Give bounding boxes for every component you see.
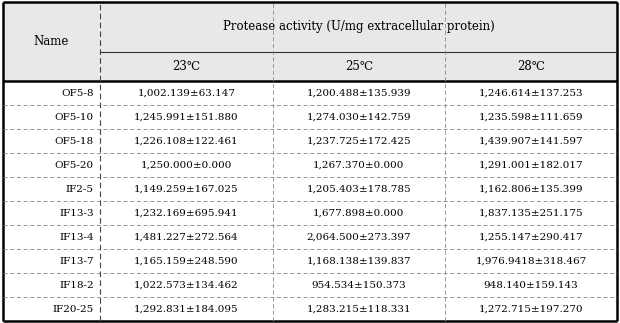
Text: 1,677.898±0.000: 1,677.898±0.000 [313,209,404,218]
Text: 1,237.725±172.425: 1,237.725±172.425 [306,137,411,146]
Text: 1,002.139±63.147: 1,002.139±63.147 [137,89,236,98]
Text: 1,246.614±137.253: 1,246.614±137.253 [479,89,583,98]
Text: 25℃: 25℃ [345,60,373,73]
Text: 23℃: 23℃ [172,60,200,73]
Text: 1,245.991±151.880: 1,245.991±151.880 [134,113,239,122]
Text: IF13-3: IF13-3 [60,209,94,218]
Text: 1,291.001±182.017: 1,291.001±182.017 [479,161,583,170]
Text: 1,205.403±178.785: 1,205.403±178.785 [306,185,411,194]
Text: 1,149.259±167.025: 1,149.259±167.025 [134,185,239,194]
Text: 1,165.159±248.590: 1,165.159±248.590 [134,257,239,266]
Text: 1,292.831±184.095: 1,292.831±184.095 [134,305,239,314]
Text: 1,255.147±290.417: 1,255.147±290.417 [479,233,583,242]
Text: OF5-10: OF5-10 [55,113,94,122]
Text: Name: Name [34,35,69,48]
Text: 1,250.000±0.000: 1,250.000±0.000 [141,161,232,170]
Text: 1,162.806±135.399: 1,162.806±135.399 [479,185,583,194]
Text: IF13-7: IF13-7 [60,257,94,266]
Text: OF5-18: OF5-18 [55,137,94,146]
Text: OF5-8: OF5-8 [61,89,94,98]
Text: 1,200.488±135.939: 1,200.488±135.939 [306,89,411,98]
Text: 1,267.370±0.000: 1,267.370±0.000 [313,161,404,170]
Text: 1,232.169±695.941: 1,232.169±695.941 [134,209,239,218]
Text: IF2-5: IF2-5 [66,185,94,194]
Text: 1,976.9418±318.467: 1,976.9418±318.467 [476,257,587,266]
Text: 1,022.573±134.462: 1,022.573±134.462 [134,281,239,290]
Text: IF18-2: IF18-2 [60,281,94,290]
Text: 1,226.108±122.461: 1,226.108±122.461 [134,137,239,146]
Text: 1,272.715±197.270: 1,272.715±197.270 [479,305,583,314]
Bar [3,2,617,81]
Text: Protease activity (U/mg extracellular protein): Protease activity (U/mg extracellular pr… [223,20,494,33]
Text: 2,064.500±273.397: 2,064.500±273.397 [306,233,411,242]
Text: 1,837.135±251.175: 1,837.135±251.175 [479,209,583,218]
Text: OF5-20: OF5-20 [55,161,94,170]
Text: 954.534±150.373: 954.534±150.373 [311,281,406,290]
Text: IF20-25: IF20-25 [53,305,94,314]
Text: 1,283.215±118.331: 1,283.215±118.331 [306,305,411,314]
Text: 948.140±159.143: 948.140±159.143 [484,281,578,290]
Text: 1,481.227±272.564: 1,481.227±272.564 [134,233,239,242]
Text: 1,235.598±111.659: 1,235.598±111.659 [479,113,583,122]
Text: 1,274.030±142.759: 1,274.030±142.759 [306,113,411,122]
Text: 1,439.907±141.597: 1,439.907±141.597 [479,137,583,146]
Text: 1,168.138±139.837: 1,168.138±139.837 [306,257,411,266]
Text: 28℃: 28℃ [517,60,545,73]
Text: IF13-4: IF13-4 [60,233,94,242]
